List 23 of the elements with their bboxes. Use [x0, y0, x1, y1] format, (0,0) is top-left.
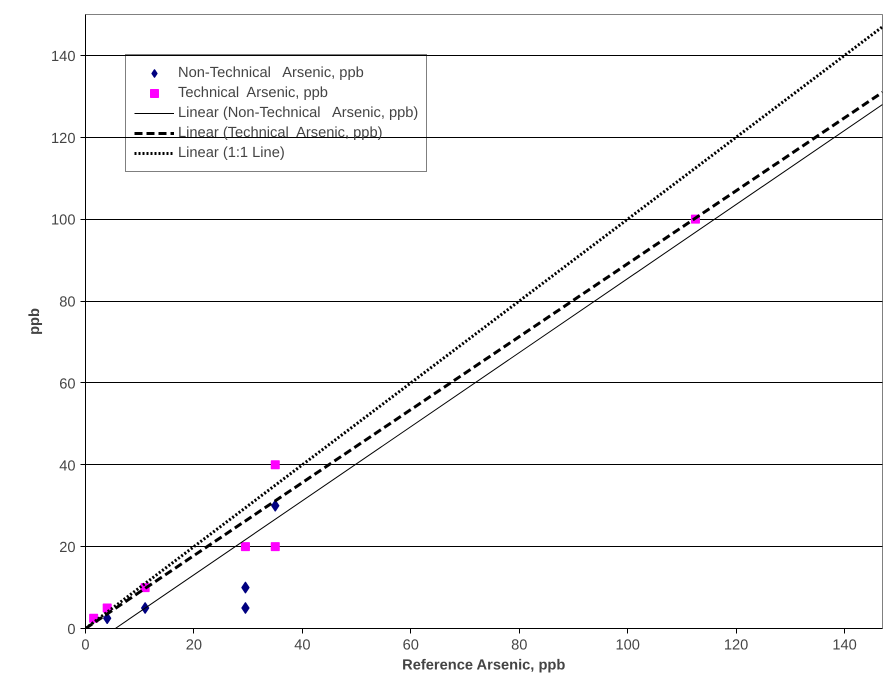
x-tick-label: 120 — [724, 638, 748, 654]
x-tick-label: 100 — [615, 638, 640, 654]
y-tick-label: 20 — [59, 540, 76, 556]
y-tick-label: 120 — [51, 130, 76, 147]
y-tick-label: 40 — [59, 458, 76, 474]
x-tick-label: 60 — [402, 638, 419, 654]
x-tick-label: 40 — [294, 638, 311, 654]
y-tick-label: 80 — [59, 294, 76, 311]
legend-label: Linear (Technical Arsenic, ppb) — [178, 125, 382, 141]
legend-label: Linear (1:1 Line) — [178, 145, 285, 161]
legend-label: Non-Technical Arsenic, ppb — [178, 65, 364, 81]
x-axis-title: Reference Arsenic, ppb — [402, 658, 566, 674]
x-tick-label: 20 — [186, 638, 202, 654]
x-tick-label: 0 — [81, 638, 90, 654]
y-tick-label: 100 — [51, 212, 76, 229]
y-tick-label: 0 — [67, 622, 76, 638]
y-tick-label: 60 — [59, 376, 76, 392]
x-tick-label: 140 — [832, 638, 857, 654]
legend-label: Linear (Non-Technical Arsenic, ppb) — [178, 105, 418, 121]
y-axis-title: ppb — [27, 308, 44, 335]
x-tick-label: 80 — [511, 638, 528, 654]
y-tick-label: 140 — [51, 48, 76, 65]
legend-label: Technical Arsenic, ppb — [178, 85, 328, 101]
